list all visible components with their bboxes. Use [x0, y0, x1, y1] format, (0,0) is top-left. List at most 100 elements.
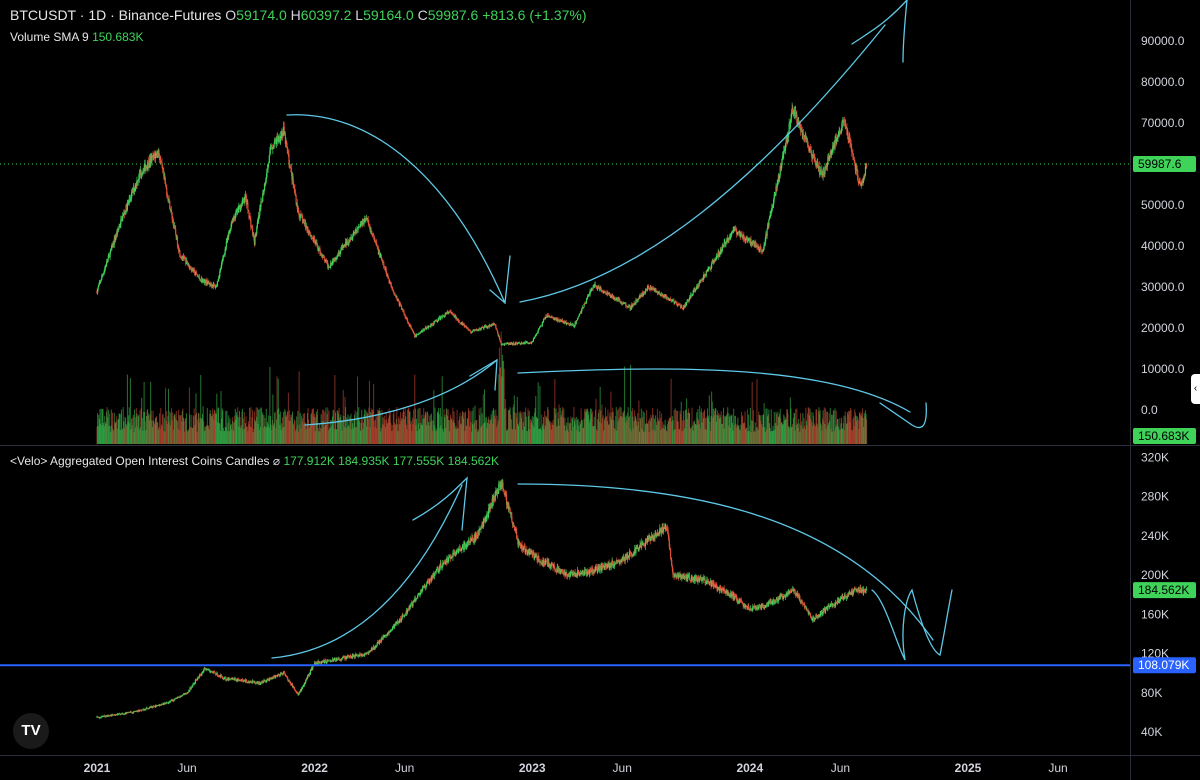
candle-body: [269, 150, 271, 156]
volume-bar: [348, 427, 350, 444]
volume-bar: [864, 416, 866, 444]
volume-bar: [318, 424, 320, 444]
volume-bar: [741, 416, 743, 444]
volume-bar: [851, 430, 853, 444]
candle-body: [257, 215, 260, 221]
candle-body: [280, 673, 282, 674]
candle-body: [136, 180, 138, 186]
candle-body: [198, 276, 201, 280]
candle-body: [188, 690, 190, 693]
volume-bar: [231, 429, 233, 444]
candle-body: [229, 229, 231, 232]
candle-body: [259, 682, 261, 684]
volume-bar: [419, 408, 421, 444]
volume-bar: [848, 410, 850, 444]
volume-bar: [809, 408, 811, 444]
volume-bar: [850, 408, 852, 444]
candle-body: [763, 244, 765, 250]
volume-bar: [260, 407, 262, 444]
candle-body: [755, 242, 757, 246]
candle-body: [453, 314, 455, 317]
volume-bar: [392, 413, 394, 444]
candle-body: [432, 324, 434, 326]
candle-body: [175, 234, 177, 240]
candle-body: [528, 343, 530, 344]
volume-bar: [513, 404, 515, 444]
candle-body: [817, 164, 819, 169]
candle-body: [450, 311, 452, 314]
candle-body: [96, 289, 99, 294]
volume-bar: [446, 409, 448, 444]
volume-bar: [275, 419, 277, 444]
candle-body: [257, 220, 259, 223]
volume-bar: [528, 416, 530, 444]
volume-bar: [768, 423, 770, 444]
candle-body: [293, 687, 295, 690]
candle-body: [737, 232, 739, 234]
candle-body: [495, 328, 498, 330]
candle-body: [212, 671, 214, 674]
candle-body: [775, 186, 777, 194]
volume-bar: [698, 424, 700, 444]
volume-bar: [686, 398, 688, 444]
volume-bar: [798, 419, 800, 444]
candle-body: [247, 202, 249, 210]
candle-body: [172, 699, 174, 702]
volume-bar: [352, 428, 354, 444]
volume-bar: [540, 428, 542, 444]
candle-body: [702, 277, 704, 281]
candle-body: [581, 309, 583, 313]
candle-body: [436, 321, 439, 322]
candle-body: [458, 321, 461, 323]
candle-body: [711, 263, 713, 268]
candle-body: [533, 338, 535, 340]
volume-bar: [502, 360, 504, 444]
volume-bar: [650, 414, 652, 444]
volume-bar: [861, 408, 863, 444]
candle-body: [412, 600, 415, 603]
candle-body: [186, 260, 188, 263]
volume-bar: [569, 423, 571, 444]
volume-bar: [845, 416, 847, 444]
volume-bar: [424, 411, 426, 444]
volume-bar: [457, 428, 459, 444]
candle-body: [476, 330, 478, 332]
candle-body: [610, 296, 613, 298]
volume-bar: [198, 413, 200, 444]
volume-bar: [764, 427, 766, 444]
volume-bar: [331, 416, 333, 444]
candle-body: [316, 661, 318, 663]
volume-bar: [285, 416, 287, 444]
volume-bar: [829, 420, 831, 444]
volume-bar: [733, 424, 735, 444]
candle-body: [546, 316, 548, 318]
volume-bar: [806, 425, 808, 444]
candle-body: [387, 275, 389, 278]
volume-bar: [405, 424, 407, 444]
volume-bar: [174, 413, 176, 444]
volume-bar: [375, 414, 377, 444]
volume-bar: [360, 430, 362, 444]
volume-bar: [622, 413, 624, 444]
volume-bar: [747, 431, 749, 444]
candle-body: [808, 146, 810, 151]
candle-body: [671, 301, 673, 302]
volume-bar: [612, 407, 614, 444]
volume-bar: [122, 428, 124, 444]
volume-bar: [226, 410, 228, 444]
candle-body: [238, 205, 240, 209]
volume-bar: [860, 416, 862, 444]
candle-body: [328, 266, 331, 268]
candle-body: [545, 316, 548, 317]
candle-body: [646, 288, 648, 291]
candle-body: [714, 259, 716, 262]
volume-bar: [703, 411, 705, 444]
volume-bar: [581, 419, 583, 444]
volume-bar: [447, 415, 449, 444]
volume-bar: [269, 366, 271, 444]
candle-body: [187, 692, 189, 693]
volume-bar: [574, 418, 576, 444]
volume-bar: [299, 412, 301, 444]
volume-bar: [749, 425, 751, 444]
